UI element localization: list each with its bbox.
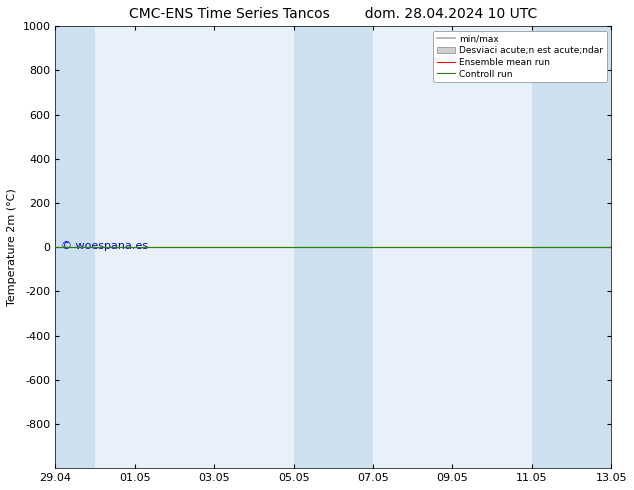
Legend: min/max, Desviaci acute;n est acute;ndar, Ensemble mean run, Controll run: min/max, Desviaci acute;n est acute;ndar… <box>433 31 607 82</box>
Bar <box>532 26 611 468</box>
Bar <box>532 26 611 468</box>
Bar <box>55 26 95 468</box>
Bar <box>294 26 373 468</box>
Text: © woespana.es: © woespana.es <box>61 241 148 250</box>
Y-axis label: Temperature 2m (°C): Temperature 2m (°C) <box>7 188 17 306</box>
Title: CMC-ENS Time Series Tancos        dom. 28.04.2024 10 UTC: CMC-ENS Time Series Tancos dom. 28.04.20… <box>129 7 538 21</box>
Bar <box>55 26 95 468</box>
Bar <box>294 26 373 468</box>
